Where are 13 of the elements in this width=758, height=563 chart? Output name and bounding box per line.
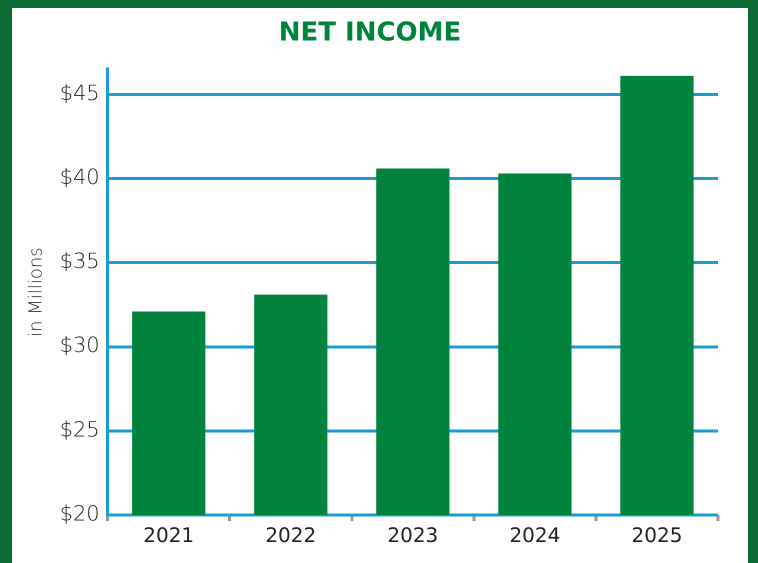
x-tick-label: 2022 (265, 523, 316, 548)
y-axis-title: in Millions (25, 247, 46, 337)
y-tick-label: $35 (60, 249, 100, 274)
y-tick-label: $45 (60, 80, 100, 105)
chart-title: NET INCOME (278, 17, 462, 48)
y-tick-label: $40 (60, 165, 100, 189)
y-tick-label: $25 (60, 417, 100, 442)
x-tick-label: 2025 (632, 523, 682, 548)
x-tick-label: 2024 (509, 523, 560, 548)
x-tick-label: 2023 (387, 523, 438, 548)
y-tick-label: $30 (60, 333, 100, 358)
y-tick-label: $20 (60, 501, 100, 526)
x-tick-label: 2021 (143, 523, 194, 548)
